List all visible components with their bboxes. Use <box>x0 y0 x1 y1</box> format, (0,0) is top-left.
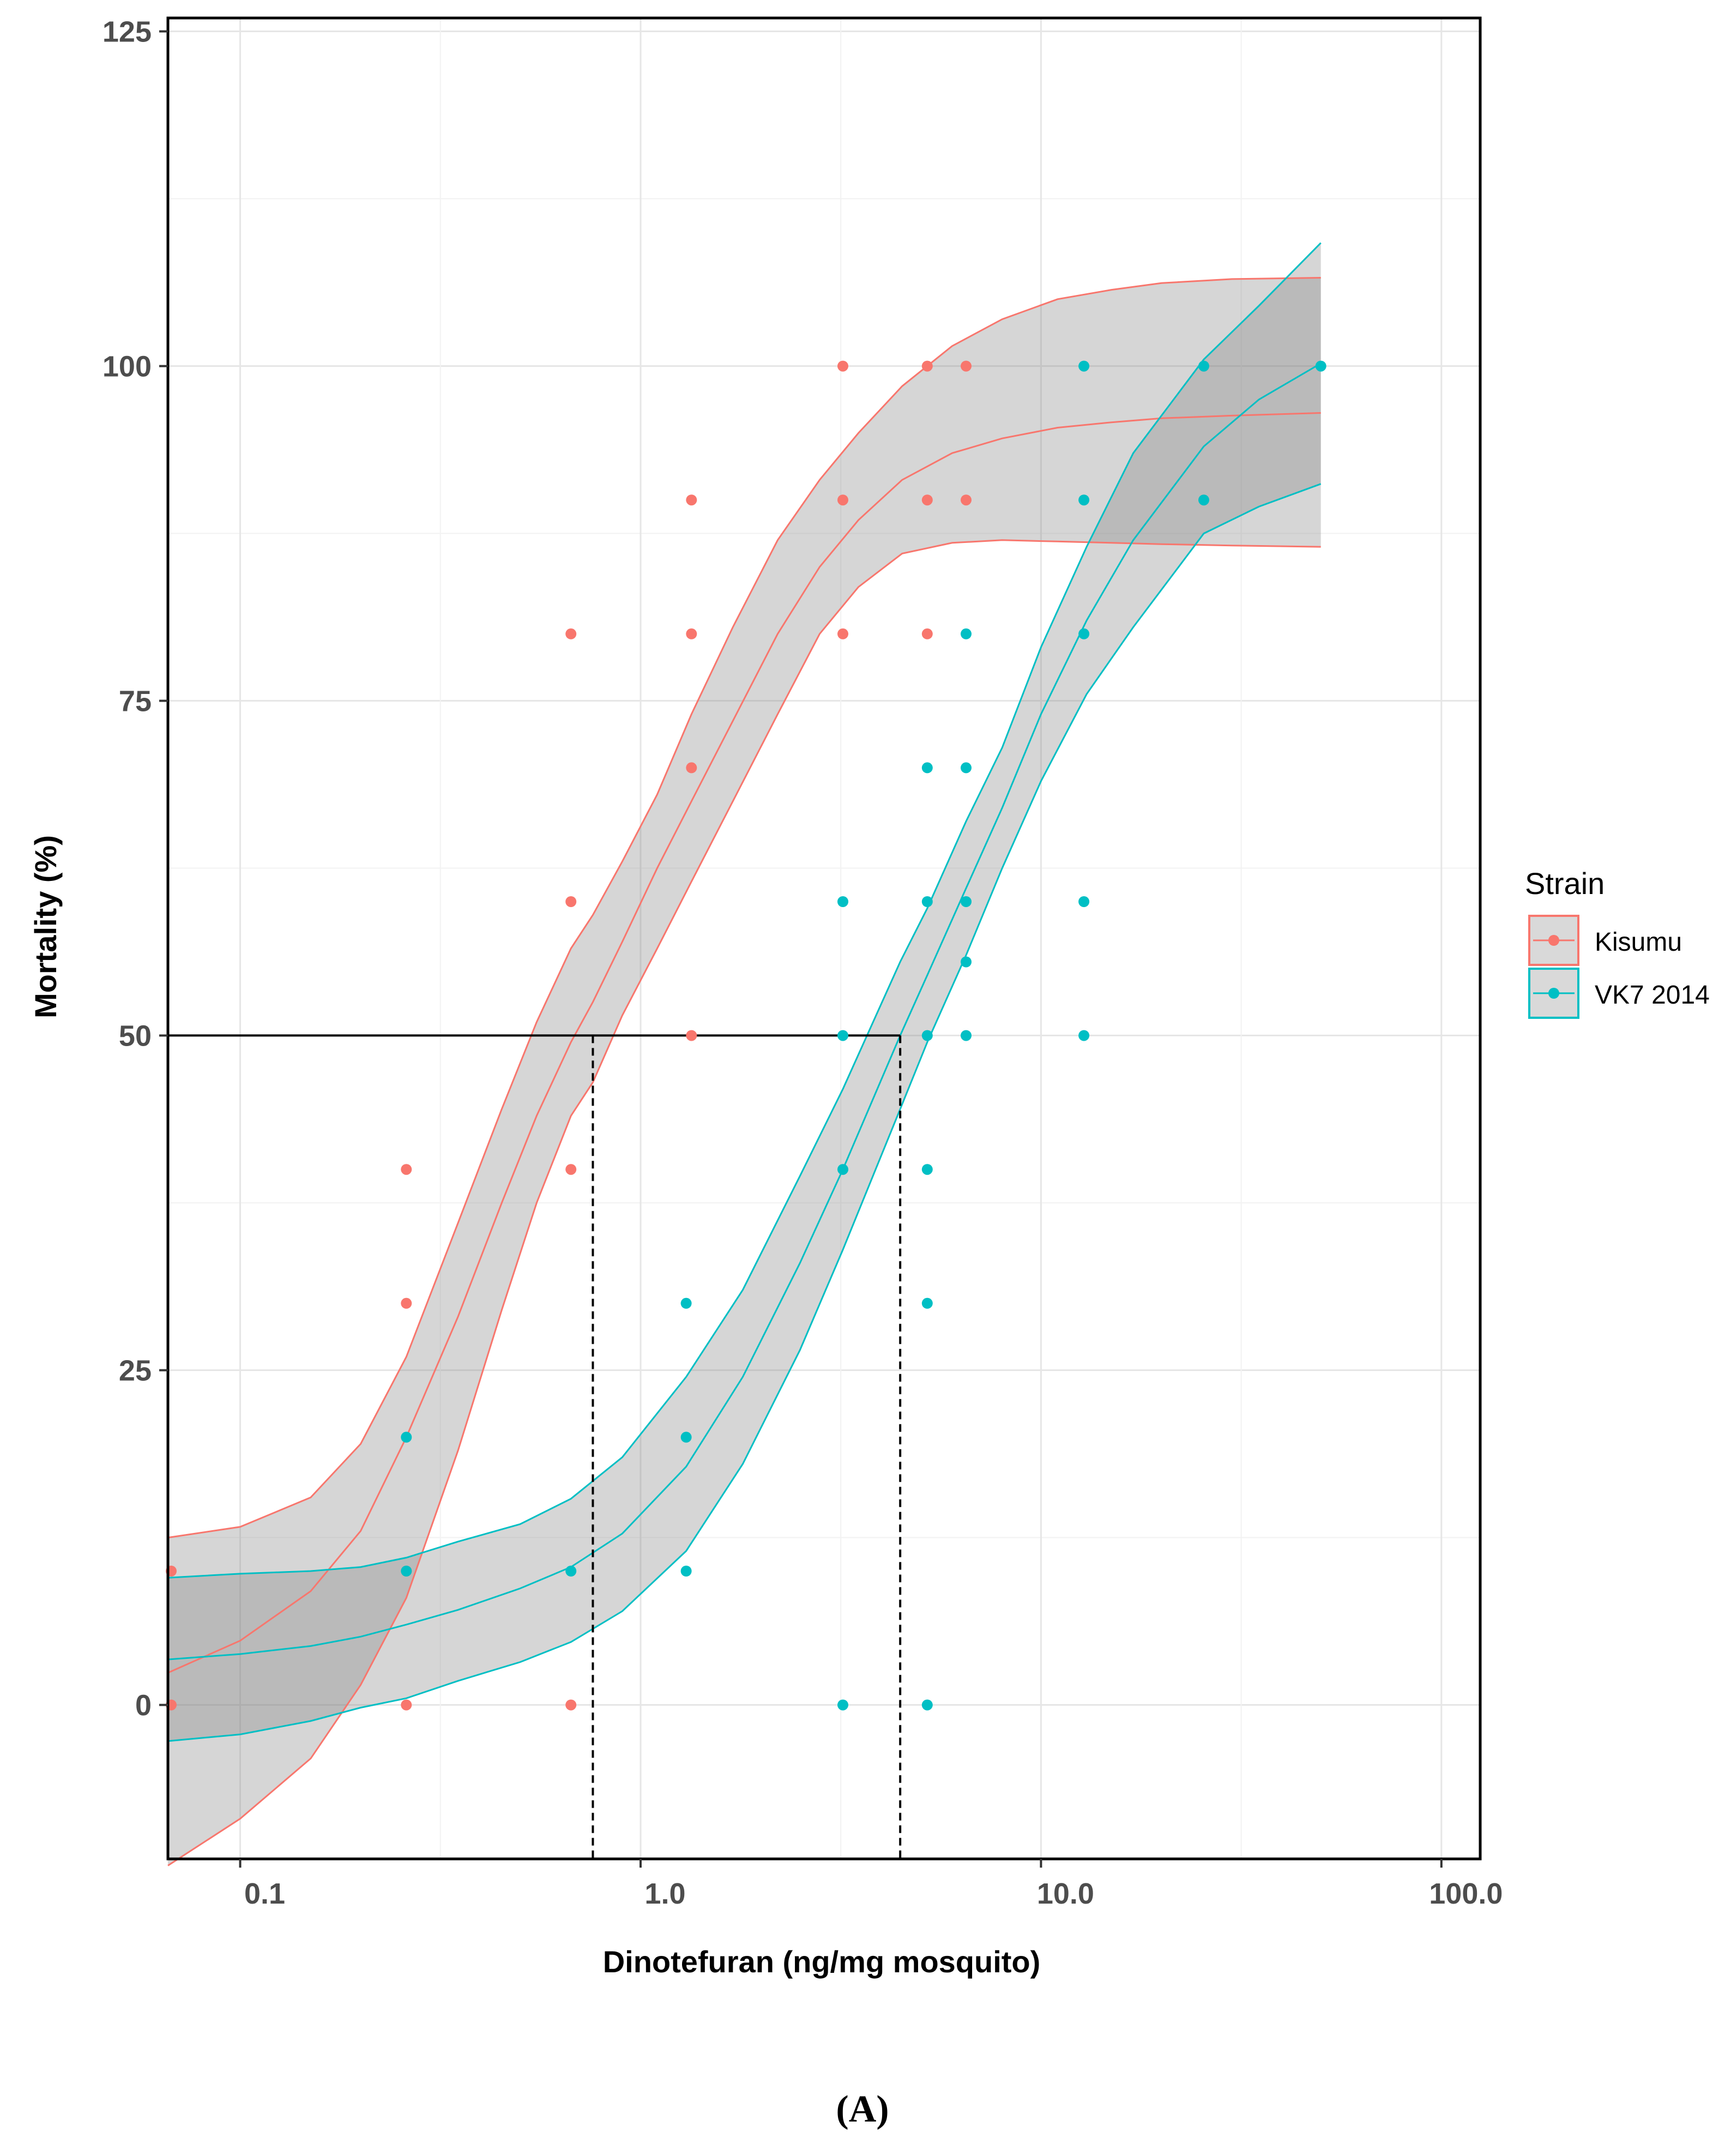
fit-line-vk7-2014 <box>167 363 1322 1660</box>
data-point-vk7-2014 <box>837 1030 848 1041</box>
data-point-vk7-2014 <box>837 1164 848 1175</box>
data-point-vk7-2014 <box>1078 494 1090 506</box>
x-tick-label: 100.0 <box>1429 1877 1503 1910</box>
lower-ci-line-kisumu <box>167 539 1321 1867</box>
data-point-kisumu <box>837 628 848 639</box>
x-tick-label: 1.0 <box>644 1877 685 1910</box>
data-point-kisumu <box>837 494 848 506</box>
data-point-vk7-2014 <box>401 1432 412 1443</box>
data-point-kisumu <box>565 628 577 639</box>
x-axis-ticks: 0.1 1.0 10.0 100.0 <box>239 1859 1503 1910</box>
confidence-band-vk7-2014 <box>168 243 1321 1741</box>
data-point-vk7-2014 <box>565 1566 577 1577</box>
x-tick-label: 10.0 <box>1037 1877 1094 1910</box>
data-point-vk7-2014 <box>837 896 848 907</box>
legend-title: Strain <box>1525 866 1605 901</box>
data-point-vk7-2014 <box>1078 628 1090 639</box>
data-point-vk7-2014 <box>1078 360 1090 372</box>
data-point-vk7-2014 <box>921 1030 933 1041</box>
data-point-kisumu <box>686 628 697 639</box>
data-point-kisumu <box>686 762 697 774</box>
panel-label: (A) <box>836 2088 889 2130</box>
data-point-vk7-2014 <box>961 628 972 639</box>
y-tick-label: 25 <box>119 1355 152 1387</box>
legend-key-point-vk7-2014 <box>1548 988 1559 999</box>
y-tick-label: 100 <box>102 351 152 383</box>
lc50-reference-lines <box>168 1034 902 1859</box>
lower-ci-line-vk7-2014 <box>167 483 1322 1742</box>
data-point-vk7-2014 <box>921 1164 933 1175</box>
x-tick-label: 0.1 <box>244 1877 285 1910</box>
data-point-vk7-2014 <box>921 762 933 774</box>
data-point-kisumu <box>961 494 972 506</box>
data-point-vk7-2014 <box>1078 1030 1090 1041</box>
legend-label-kisumu: Kisumu <box>1595 928 1682 957</box>
confidence-bands <box>168 243 1321 1866</box>
data-point-kisumu <box>565 896 577 907</box>
y-tick-label: 75 <box>119 685 152 718</box>
grid-lines <box>168 18 1480 1859</box>
upper-ci-line-kisumu <box>167 277 1321 1539</box>
data-point-vk7-2014 <box>961 956 972 968</box>
y-tick-label: 125 <box>102 16 152 49</box>
data-point-vk7-2014 <box>1198 360 1209 372</box>
data-point-kisumu <box>921 360 933 372</box>
data-point-vk7-2014 <box>680 1566 692 1577</box>
data-point-kisumu <box>837 360 848 372</box>
data-point-vk7-2014 <box>1078 896 1090 907</box>
data-point-kisumu <box>921 628 933 639</box>
x-axis-title: Dinotefuran (ng/mg mosquito) <box>603 1944 1041 1979</box>
upper-ci-line-vk7-2014 <box>167 242 1322 1579</box>
data-point-vk7-2014 <box>1315 360 1326 372</box>
data-point-vk7-2014 <box>921 1699 933 1711</box>
data-point-vk7-2014 <box>1198 494 1209 506</box>
data-point-kisumu <box>565 1164 577 1175</box>
data-point-kisumu <box>401 1164 412 1175</box>
data-point-kisumu <box>961 360 972 372</box>
data-point-vk7-2014 <box>961 1030 972 1041</box>
data-point-kisumu <box>686 1030 697 1041</box>
data-point-vk7-2014 <box>921 1297 933 1309</box>
data-point-kisumu <box>686 494 697 506</box>
y-axis-ticks: 0 25 50 75 100 125 <box>102 16 168 1722</box>
data-point-vk7-2014 <box>961 762 972 774</box>
data-point-kisumu <box>401 1699 412 1711</box>
legend-label-vk7-2014: VK7 2014 <box>1595 981 1710 1010</box>
data-point-vk7-2014 <box>401 1566 412 1577</box>
confidence-band-kisumu <box>168 277 1321 1866</box>
plot-panel-border <box>166 16 1482 1861</box>
data-point-kisumu <box>921 494 933 506</box>
y-tick-label: 0 <box>135 1689 152 1722</box>
legend: Strain Kisumu VK7 2014 <box>1525 866 1710 1019</box>
data-point-vk7-2014 <box>921 896 933 907</box>
legend-items: Kisumu VK7 2014 <box>1528 915 1710 1019</box>
data-point-vk7-2014 <box>837 1699 848 1711</box>
data-points <box>166 360 1326 1711</box>
data-point-vk7-2014 <box>680 1297 692 1309</box>
data-point-kisumu <box>401 1297 412 1309</box>
legend-key-point-kisumu <box>1548 935 1559 946</box>
y-tick-label: 50 <box>119 1020 152 1053</box>
y-axis-title: Mortality (%) <box>28 835 63 1018</box>
data-point-vk7-2014 <box>961 896 972 907</box>
data-point-vk7-2014 <box>680 1432 692 1443</box>
data-point-kisumu <box>565 1699 577 1711</box>
